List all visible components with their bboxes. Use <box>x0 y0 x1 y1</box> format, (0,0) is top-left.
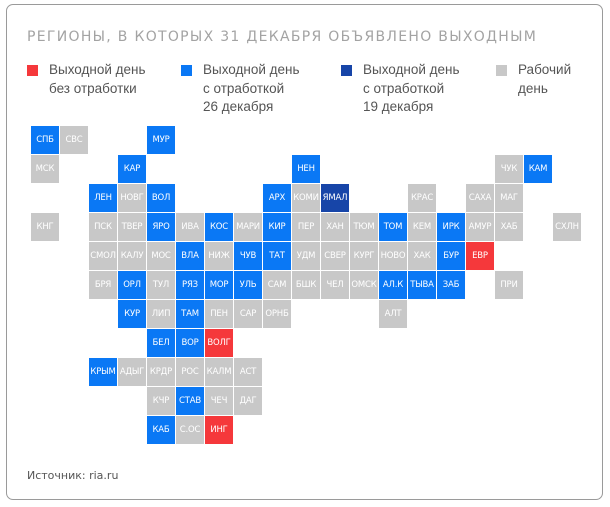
region-tile: ПЕН <box>205 300 233 328</box>
legend-label: Выходной день с отработкой 19 декабря <box>363 62 460 114</box>
region-tile: КАЛУ <box>118 242 146 270</box>
region-tile: АРХ <box>263 184 291 212</box>
region-tile: ИВА <box>176 213 204 241</box>
region-tile: СТАВ <box>176 387 204 415</box>
region-tile: КРЫМ <box>89 358 117 386</box>
region-tile: ОРЛ <box>118 271 146 299</box>
region-tile: КОС <box>205 213 233 241</box>
region-tile: АДЫГ <box>118 358 146 386</box>
chart-title: РЕГИОНЫ, В КОТОРЫХ 31 ДЕКАБРЯ ОБЪЯВЛЕНО … <box>27 29 538 45</box>
region-tile: ЛИП <box>147 300 175 328</box>
region-tile: С.ОС <box>176 416 204 444</box>
region-tile: ЯМАЛ <box>321 184 349 212</box>
region-tile: ХАБ <box>495 213 523 241</box>
region-tile: КАЛМ <box>205 358 233 386</box>
region-tile: КАМ <box>524 155 552 183</box>
region-tile: КУР <box>118 300 146 328</box>
legend-swatch-grey-icon <box>496 65 507 76</box>
region-tile: РОС <box>176 358 204 386</box>
region-tile: НОВО <box>379 242 407 270</box>
region-tile: БУР <box>437 242 465 270</box>
region-tile: ЯРО <box>147 213 175 241</box>
region-tile: РЯЗ <box>176 271 204 299</box>
region-tile: ПЕР <box>292 213 320 241</box>
region-tile: ТАТ <box>263 242 291 270</box>
region-tile: АЛТ <box>379 300 407 328</box>
region-tile: АМУР <box>466 213 494 241</box>
region-tile: ИРК <box>437 213 465 241</box>
region-tile: КЕМ <box>408 213 436 241</box>
region-tile: САР <box>234 300 262 328</box>
region-tile: КАР <box>118 155 146 183</box>
region-tile: МУР <box>147 126 175 154</box>
region-tile: КУРГ <box>350 242 378 270</box>
region-tile: БЕЛ <box>147 329 175 357</box>
region-tile: АСТ <box>234 358 262 386</box>
region-tile: АЛ.К <box>379 271 407 299</box>
region-tile: ВЛА <box>176 242 204 270</box>
region-tile: ОМСК <box>350 271 378 299</box>
region-tile: ХАН <box>321 213 349 241</box>
region-tile: НОВГ <box>118 184 146 212</box>
legend-label: Выходной день без отработки <box>49 62 146 96</box>
region-tile: СВЕР <box>321 242 349 270</box>
region-tile: САХА <box>466 184 494 212</box>
region-tile: КАБ <box>147 416 175 444</box>
region-tile: МАРИ <box>234 213 262 241</box>
region-tile: КИР <box>263 213 291 241</box>
region-tile: НИЖ <box>205 242 233 270</box>
region-tile: ОРНБ <box>263 300 291 328</box>
region-tile: ЧУК <box>495 155 523 183</box>
region-tile: ЕВР <box>466 242 494 270</box>
legend-swatch-red-icon <box>27 65 38 76</box>
region-tile: ЧЕЛ <box>321 271 349 299</box>
region-tile: КРДР <box>147 358 175 386</box>
region-tile: МАГ <box>495 184 523 212</box>
region-tile: УДМ <box>292 242 320 270</box>
legend-label: Выходной день с отработкой 26 декабря <box>203 62 300 114</box>
region-tile: МСК <box>31 155 59 183</box>
region-tile: СМОЛ <box>89 242 117 270</box>
source-note: Источник: ria.ru <box>27 469 119 482</box>
region-tile: БРЯ <box>89 271 117 299</box>
region-tile: ТОМ <box>379 213 407 241</box>
region-tile: ТЫВА <box>408 271 436 299</box>
region-tile: КРАС <box>408 184 436 212</box>
legend-swatch-blue-icon <box>181 65 192 76</box>
region-tile: МОР <box>205 271 233 299</box>
region-tile: ВОЛГ <box>205 329 233 357</box>
region-tile: ВОЛ <box>147 184 175 212</box>
region-tile: ТЮМ <box>350 213 378 241</box>
region-tile: ТАМ <box>176 300 204 328</box>
region-tile: ПРИ <box>495 271 523 299</box>
region-tile: КЧР <box>147 387 175 415</box>
region-tile: ПСК <box>89 213 117 241</box>
region-tile: СПБ <box>31 126 59 154</box>
legend-label: Рабочий день <box>518 62 572 96</box>
region-tile: ЛЕН <box>89 184 117 212</box>
region-tile: УЛЬ <box>234 271 262 299</box>
legend-swatch-dark-blue-icon <box>341 65 352 76</box>
region-tile: ТВЕР <box>118 213 146 241</box>
region-tile: СХЛН <box>553 213 581 241</box>
region-tile: ВОР <box>176 329 204 357</box>
region-tile: МОС <box>147 242 175 270</box>
region-tile: КОМИ <box>292 184 320 212</box>
region-tile: ЗАБ <box>437 271 465 299</box>
region-tile: ХАК <box>408 242 436 270</box>
region-tile: ДАГ <box>234 387 262 415</box>
region-tile: ТУЛ <box>147 271 175 299</box>
region-tile: БШК <box>292 271 320 299</box>
region-tile: ИНГ <box>205 416 233 444</box>
region-tile: САМ <box>263 271 291 299</box>
region-tile: КНГ <box>31 213 59 241</box>
region-tile: ЧЕЧ <box>205 387 233 415</box>
region-tile: НЕН <box>292 155 320 183</box>
region-tile: ЧУВ <box>234 242 262 270</box>
region-tile: СВС <box>60 126 88 154</box>
